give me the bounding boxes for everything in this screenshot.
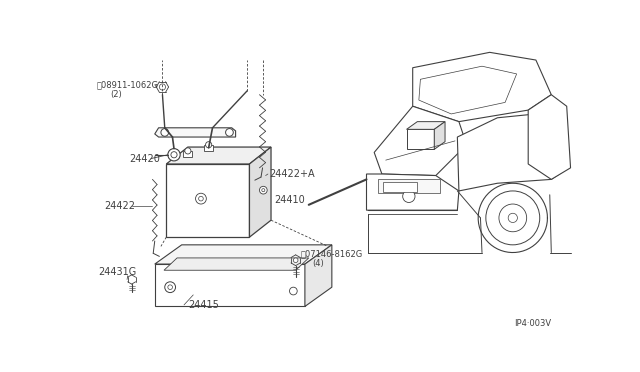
Circle shape — [225, 129, 234, 136]
Polygon shape — [166, 147, 271, 164]
Text: 24410: 24410 — [274, 195, 305, 205]
Text: 24422+A: 24422+A — [269, 169, 315, 179]
Circle shape — [205, 142, 212, 148]
Polygon shape — [155, 264, 305, 307]
Text: ⓝ08911-1062G: ⓝ08911-1062G — [97, 80, 159, 89]
Polygon shape — [374, 106, 467, 176]
Bar — [166, 164, 250, 237]
Polygon shape — [435, 122, 445, 150]
Circle shape — [499, 204, 527, 232]
Circle shape — [508, 213, 517, 222]
Polygon shape — [367, 174, 459, 210]
Circle shape — [486, 191, 540, 245]
Text: IP4·003V: IP4·003V — [514, 319, 551, 328]
Circle shape — [168, 148, 180, 161]
Circle shape — [262, 189, 265, 192]
Circle shape — [168, 285, 172, 289]
Text: (2): (2) — [110, 90, 122, 99]
Polygon shape — [155, 128, 236, 137]
Polygon shape — [419, 66, 516, 114]
Polygon shape — [528, 95, 570, 179]
Circle shape — [289, 287, 297, 295]
Circle shape — [171, 152, 177, 158]
Polygon shape — [250, 147, 271, 237]
Bar — [183, 151, 193, 157]
Polygon shape — [406, 122, 445, 129]
Text: ⒴07146-8162G: ⒴07146-8162G — [301, 250, 364, 259]
Text: 24420: 24420 — [129, 154, 160, 164]
Polygon shape — [155, 245, 332, 264]
Polygon shape — [458, 114, 563, 191]
Text: 24422: 24422 — [105, 201, 136, 211]
Text: 24415: 24415 — [188, 300, 219, 310]
Bar — [378, 179, 440, 193]
Polygon shape — [413, 52, 551, 122]
Bar — [204, 145, 213, 151]
Polygon shape — [383, 182, 417, 192]
Circle shape — [293, 258, 298, 263]
Circle shape — [159, 84, 166, 90]
Circle shape — [164, 282, 175, 293]
Polygon shape — [164, 258, 308, 270]
Circle shape — [259, 186, 267, 194]
Bar — [406, 129, 435, 150]
Circle shape — [196, 193, 206, 204]
Circle shape — [161, 129, 168, 136]
Text: (4): (4) — [312, 259, 324, 268]
Circle shape — [403, 190, 415, 202]
Circle shape — [185, 148, 191, 154]
Text: 24431G: 24431G — [99, 267, 137, 277]
Circle shape — [198, 196, 204, 201]
Polygon shape — [305, 245, 332, 307]
